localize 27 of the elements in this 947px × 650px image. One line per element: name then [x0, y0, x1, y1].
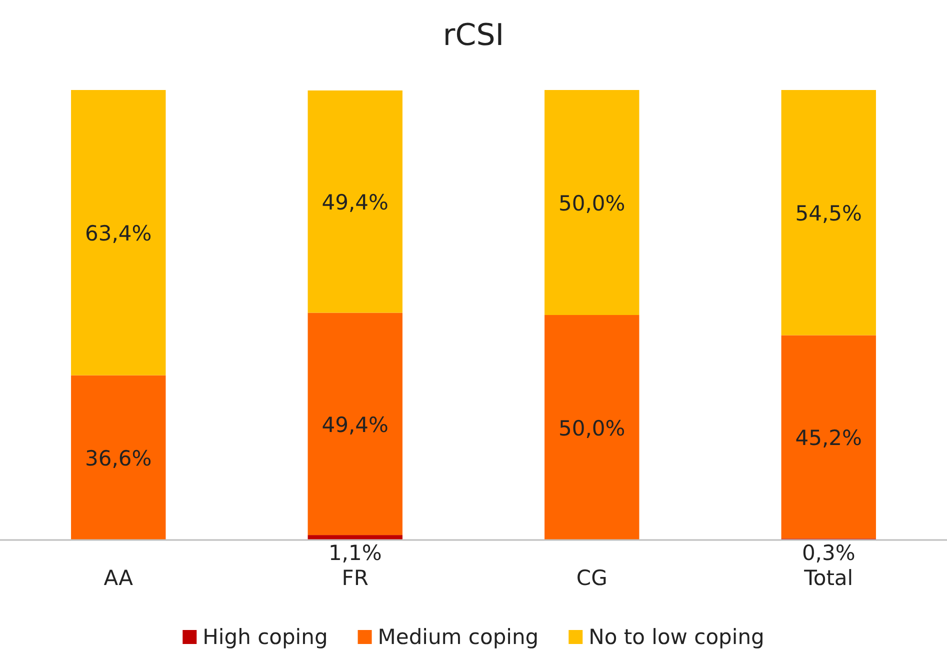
bar	[781, 335, 876, 539]
data-label: 50,0%	[558, 192, 626, 216]
bar	[308, 90, 402, 313]
data-label: 50,0%	[558, 416, 626, 440]
bar	[71, 90, 166, 376]
legend-label: No to low coping	[588, 625, 764, 649]
bar	[781, 90, 876, 336]
x-tick-label: CG	[576, 566, 608, 590]
bar	[544, 90, 640, 315]
x-tick-label: FR	[342, 566, 368, 590]
x-tick-label: Total	[803, 566, 854, 590]
data-label: 54,5%	[795, 202, 862, 226]
data-label: 49,4%	[322, 190, 388, 215]
bar	[308, 312, 402, 536]
bar	[544, 315, 640, 540]
data-label: 36,6%	[85, 446, 152, 471]
x-tick-label: AA	[104, 566, 134, 590]
data-label: 1,1%	[328, 541, 382, 565]
chart-title: rCSI	[442, 18, 504, 53]
bar	[71, 375, 166, 540]
bar	[308, 535, 402, 540]
data-label: 63,4%	[85, 222, 152, 246]
data-label: 45,2%	[795, 426, 862, 450]
legend-label: Medium coping	[378, 625, 539, 649]
data-label: 49,4%	[322, 412, 388, 437]
legend-label: High coping	[202, 625, 328, 649]
data-label: 0,3%	[802, 541, 856, 565]
